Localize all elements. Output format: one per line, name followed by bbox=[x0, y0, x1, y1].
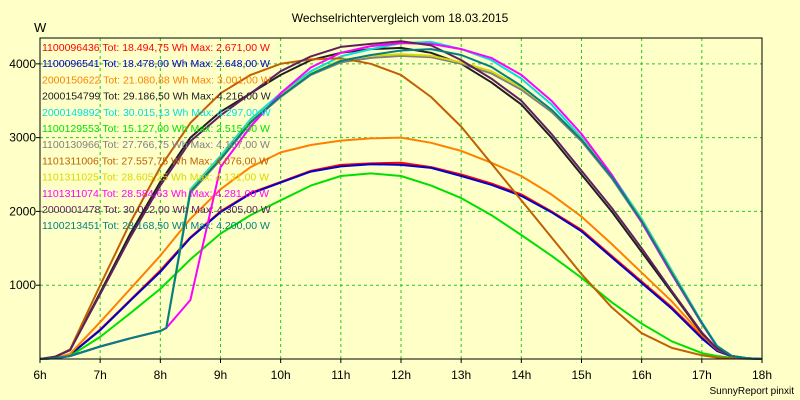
series-line-1100213451 bbox=[39, 48, 763, 360]
legend-series-label: Tot: 18.478,00 Wh Max: 2.648,00 W bbox=[102, 58, 270, 70]
legend-series-label: Tot: 27.766,75 Wh Max: 4.107,00 W bbox=[102, 139, 270, 151]
x-tick-label: 15h bbox=[571, 368, 591, 382]
x-tick-label: 10h bbox=[271, 368, 291, 382]
x-tick-label: 18h bbox=[752, 368, 772, 382]
legend-series-label: Tot: 29.186,50 Wh Max: 4.216,00 W bbox=[103, 91, 271, 103]
legend-entry: 2000001478 Tot: 30.022,00 Wh Max: 4.305,… bbox=[42, 204, 271, 216]
y-tick-label: 1000 bbox=[9, 278, 36, 292]
axes: 6h 7h 8h 9h 10h 11h 12h 13h 14h 15h 16h 17h 18h 1000 2… bbox=[9, 37, 772, 382]
x-tick-label: 11h bbox=[331, 368, 350, 382]
legend-series-id: 2000154799 bbox=[42, 91, 103, 103]
x-tick-label: 17h bbox=[692, 368, 712, 382]
legend-series-id: 1100213451 bbox=[42, 220, 102, 232]
x-tick-label: 9h bbox=[214, 368, 227, 382]
x-tick-label: 13h bbox=[451, 368, 471, 382]
legend-series-id: 2000149892 bbox=[42, 107, 103, 119]
legend-series-id: 1101311006 bbox=[42, 155, 102, 167]
legend-entry: 1100129553 Tot: 15.127,00 Wh Max: 2.515,… bbox=[42, 123, 270, 135]
legend: 1100096436 Tot: 18.494,75 Wh Max: 2.671,… bbox=[42, 42, 271, 232]
legend-entry: 1100213451 Tot: 28.168,50 Wh Max: 4.200,… bbox=[42, 220, 270, 232]
legend-entry: 2000149892 Tot: 30.015,13 Wh Max: 4.297,… bbox=[42, 107, 271, 119]
legend-series-id: 1100096541 bbox=[42, 58, 102, 70]
x-tick-label: 14h bbox=[511, 368, 531, 382]
legend-series-label: Tot: 30.022,00 Wh Max: 4.305,00 W bbox=[103, 204, 271, 216]
x-tick-label: 12h bbox=[391, 368, 411, 382]
series-group bbox=[39, 40, 763, 360]
legend-series-id: 2000150622 bbox=[42, 74, 103, 86]
legend-entry: 1101311025 Tot: 28.605,25 Wh Max: 4.131,… bbox=[42, 172, 269, 184]
legend-series-id: 1100129553 bbox=[42, 123, 102, 135]
legend-series-label: Tot: 30.015,13 Wh Max: 4.297,00 W bbox=[103, 107, 271, 119]
series-line-1101311006 bbox=[39, 57, 763, 360]
plot-frame bbox=[39, 37, 763, 360]
legend-series-id: 1100096436 bbox=[42, 42, 102, 54]
legend-series-label: Tot: 28.584,63 Wh Max: 4.281,00 W bbox=[102, 188, 270, 200]
y-axis-unit: W bbox=[34, 20, 47, 35]
legend-entry: 1101311006 Tot: 27.557,75 Wh Max: 4.076,… bbox=[42, 155, 269, 167]
x-tick-label: 6h bbox=[33, 368, 46, 382]
legend-series-label: Tot: 28.168,50 Wh Max: 4.200,00 W bbox=[102, 220, 270, 232]
series-line-1100096541 bbox=[39, 163, 763, 360]
legend-series-id: 2000001478 bbox=[42, 204, 103, 216]
legend-entry: 1101311074 Tot: 28.584,63 Wh Max: 4.281,… bbox=[42, 188, 269, 200]
legend-series-id: 1100130966 bbox=[42, 139, 102, 151]
legend-series-label: Tot: 28.605,25 Wh Max: 4.131,00 W bbox=[102, 172, 270, 184]
y-tick-label: 2000 bbox=[9, 204, 36, 218]
legend-series-label: Tot: 27.557,75 Wh Max: 4.076,00 W bbox=[102, 155, 270, 167]
y-tick-label: 4000 bbox=[9, 57, 36, 71]
legend-entry: 1100096436 Tot: 18.494,75 Wh Max: 2.671,… bbox=[42, 42, 270, 54]
series-line-2000001478 bbox=[39, 40, 763, 360]
legend-entry: 2000154799 Tot: 29.186,50 Wh Max: 4.216,… bbox=[42, 91, 271, 103]
legend-series-id: 1101311074 bbox=[42, 188, 102, 200]
series-line-1100129553 bbox=[39, 172, 763, 360]
series-line-2000150622 bbox=[39, 136, 763, 360]
legend-entry: 1100096541 Tot: 18.478,00 Wh Max: 2.648,… bbox=[42, 58, 270, 70]
chart-title: Wechselrichtervergleich vom 18.03.2015 bbox=[292, 11, 509, 25]
x-tick-label: 7h bbox=[93, 368, 106, 382]
footer: SunnyReport pinxit bbox=[710, 386, 795, 397]
legend-series-label: Tot: 21.080,88 Wh Max: 3.001,00 W bbox=[103, 74, 271, 86]
legend-series-label: Tot: 18.494,75 Wh Max: 2.671,00 W bbox=[102, 42, 270, 54]
x-tick-label: 8h bbox=[154, 368, 167, 382]
y-tick-label: 3000 bbox=[9, 131, 36, 145]
legend-series-id: 1101311025 bbox=[42, 172, 102, 184]
legend-series-label: Tot: 15.127,00 Wh Max: 2.515,00 W bbox=[102, 123, 270, 135]
legend-entry: 2000150622 Tot: 21.080,88 Wh Max: 3.001,… bbox=[42, 74, 271, 86]
x-tick-label: 16h bbox=[632, 368, 652, 382]
legend-entry: 1100130966 Tot: 27.766,75 Wh Max: 4.107,… bbox=[42, 139, 270, 151]
